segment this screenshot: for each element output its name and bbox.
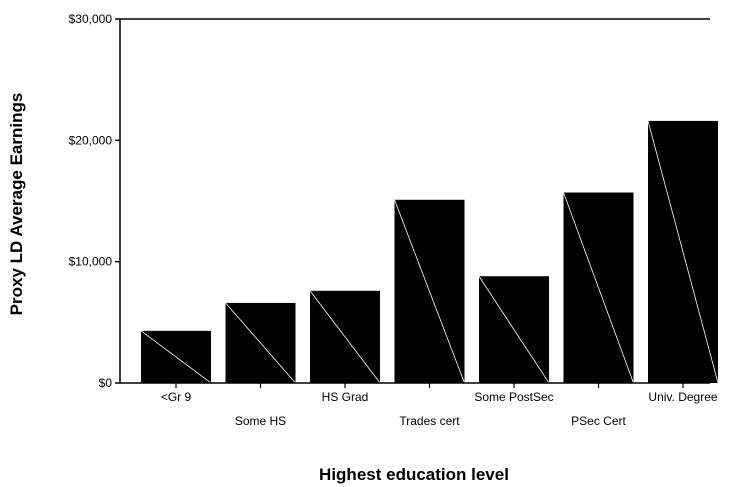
bar-5 — [478, 276, 550, 384]
x-tick-label: Some PostSec — [474, 390, 553, 404]
bar-4 — [394, 199, 465, 384]
bar-1 — [140, 330, 212, 384]
bar-diagonal — [478, 276, 550, 384]
bar-3 — [309, 290, 381, 384]
x-tick-label: Some HS — [235, 414, 286, 428]
x-tick-label: Univ. Degree — [648, 390, 717, 404]
bar-diagonal — [647, 120, 719, 384]
x-axis-title: Highest education level — [319, 465, 509, 484]
bar-7 — [647, 120, 719, 384]
y-axis: $0 $10,000 $20,000 $30,000 — [69, 12, 710, 390]
y-tick-label: $20,000 — [69, 133, 113, 147]
x-axis: <Gr 9 Some HS HS Grad Trades cert Some PostS… — [120, 382, 718, 428]
bar-6 — [563, 192, 634, 384]
x-tick-label: PSec Cert — [571, 414, 626, 428]
bar-diagonal — [309, 290, 381, 384]
y-tick-label: $0 — [99, 376, 113, 390]
bar-2 — [225, 302, 296, 384]
bar-diagonal — [140, 330, 212, 384]
bar-diagonal — [394, 199, 465, 384]
x-tick-label: HS Grad — [322, 390, 369, 404]
y-axis-title: Proxy LD Average Earnings — [7, 93, 26, 316]
bars-group — [140, 120, 719, 384]
bar-diagonal — [225, 302, 296, 384]
x-tick-label: Trades cert — [399, 414, 460, 428]
y-tick-label: $10,000 — [69, 255, 113, 269]
x-tick-label: <Gr 9 — [161, 390, 192, 404]
bar-diagonal — [563, 192, 634, 384]
y-tick-label: $30,000 — [69, 12, 113, 26]
